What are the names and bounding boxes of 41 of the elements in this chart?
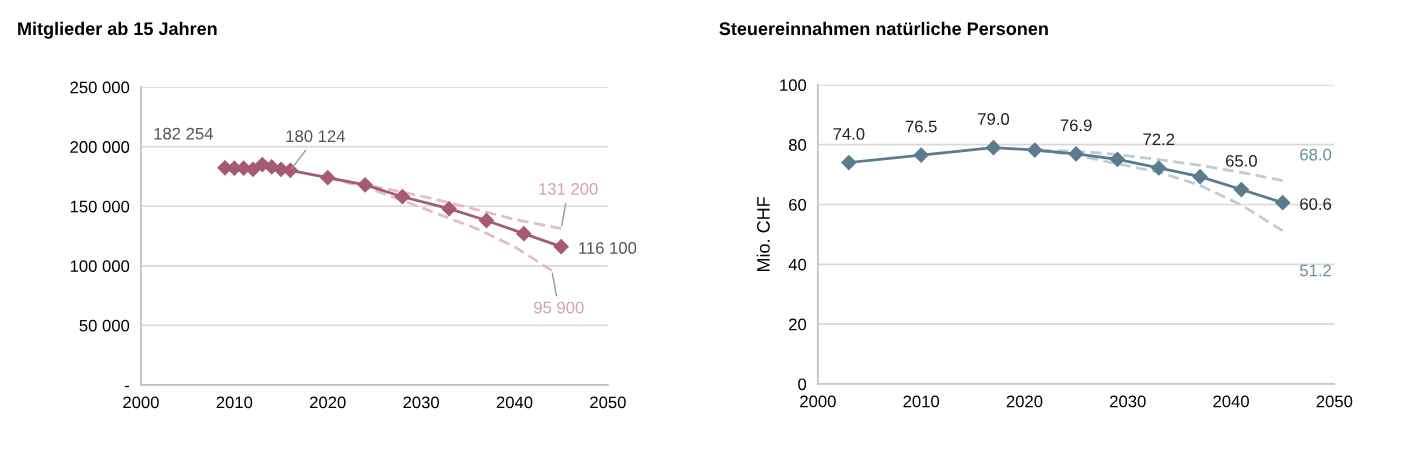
x-tick-label: 2030 — [403, 396, 439, 409]
data-label: 116 100 — [579, 242, 637, 254]
x-tick-label: 2030 — [1110, 395, 1146, 408]
x-tick-label: 2020 — [1006, 395, 1043, 408]
y-axis-title: Mio. CHF — [756, 197, 770, 272]
data-label: 72.2 — [1143, 133, 1175, 146]
y-tick-label: 50 000 — [79, 319, 130, 332]
x-tick-label: 2000 — [123, 396, 159, 409]
data-label: 74.0 — [833, 128, 865, 140]
y-tick-label: 200 000 — [70, 141, 130, 153]
data-label: 68.0 — [1300, 148, 1332, 161]
data-label: 60.6 — [1300, 198, 1332, 210]
data-label: 65.0 — [1226, 154, 1257, 167]
x-tick-label: 2010 — [216, 396, 253, 409]
y-tick-label: - — [125, 385, 130, 388]
data-label: 131 200 — [539, 182, 598, 195]
y-tick-label: 20 — [789, 318, 807, 331]
y-tick-label: 40 — [788, 258, 807, 271]
y-tick-label: 0 — [798, 378, 807, 391]
x-tick-label: 2050 — [1316, 395, 1353, 408]
x-tick-label: 2040 — [496, 396, 533, 409]
chart-title: Steuereinnahmen natürliche Personen — [719, 21, 1048, 36]
y-tick-label: 100 — [780, 79, 807, 92]
data-label: 182 254 — [154, 127, 213, 140]
y-tick-label: 250 000 — [70, 81, 130, 94]
data-label: 180 124 — [286, 130, 345, 143]
x-tick-label: 2050 — [590, 396, 626, 409]
x-tick-label: 2040 — [1213, 395, 1249, 408]
y-tick-label: 100 000 — [70, 260, 130, 273]
y-tick-label: 80 — [788, 139, 807, 151]
x-tick-label: 2000 — [800, 395, 836, 408]
x-tick-label: 2020 — [310, 396, 346, 409]
y-tick-label: 60 — [789, 198, 807, 211]
x-tick-label: 2010 — [903, 395, 940, 408]
data-label: 76.9 — [1060, 119, 1092, 132]
data-label: 95 900 — [534, 301, 584, 314]
y-tick-label: 150 000 — [70, 200, 130, 213]
data-label: 76.5 — [905, 120, 937, 133]
data-label: 51.2 — [1300, 264, 1331, 277]
chart-title: Mitglieder ab 15 Jahren — [18, 21, 217, 39]
data-label: 79.0 — [978, 113, 1010, 125]
